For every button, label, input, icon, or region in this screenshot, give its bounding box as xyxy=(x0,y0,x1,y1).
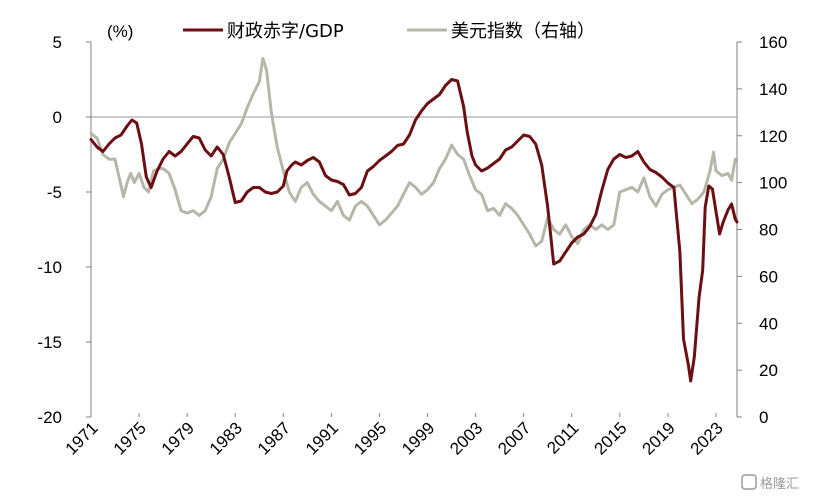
right-tick-label: 160 xyxy=(759,33,787,52)
right-tick-label: 140 xyxy=(759,80,787,99)
x-tick-label: 1999 xyxy=(398,418,438,458)
legend-label-deficit: 财政赤字/GDP xyxy=(227,21,344,42)
series-line-deficit xyxy=(89,78,739,383)
legend-label-dxy: 美元指数（右轴） xyxy=(451,21,595,42)
x-tick-label: 1991 xyxy=(302,418,342,458)
x-tick-label: 1971 xyxy=(62,418,102,458)
left-tick-label: -15 xyxy=(37,333,62,352)
x-tick-label: 2003 xyxy=(446,418,486,458)
x-tick-label: 1975 xyxy=(110,418,150,458)
watermark-logo-icon xyxy=(741,474,757,490)
left-tick-label: -5 xyxy=(47,183,62,202)
right-tick-label: 20 xyxy=(759,361,778,380)
right-tick-label: 40 xyxy=(759,314,778,333)
x-tick-label: 1979 xyxy=(158,418,198,458)
x-tick-label: 2019 xyxy=(639,418,679,458)
left-tick-label: -20 xyxy=(37,408,62,427)
series-line-dxy xyxy=(89,56,737,248)
x-tick-label: 1995 xyxy=(350,418,390,458)
x-tick-label: 2023 xyxy=(687,418,727,458)
x-tick-label: 1987 xyxy=(254,418,294,458)
left-tick-label: 5 xyxy=(53,33,62,52)
x-tick-label: 1983 xyxy=(206,418,246,458)
series-lines xyxy=(89,56,739,383)
right-tick-label: 0 xyxy=(759,408,768,427)
legend: 财政赤字/GDP 美元指数（右轴） xyxy=(183,21,595,42)
watermark-text: 格隆汇 xyxy=(760,476,799,492)
x-tick-label: 2015 xyxy=(590,418,630,458)
right-tick-label: 60 xyxy=(759,267,778,286)
x-tick-label: 2007 xyxy=(494,418,534,458)
left-tick-label: -10 xyxy=(37,258,62,277)
unit-label: (%) xyxy=(107,22,133,41)
watermark: 格隆汇 xyxy=(741,474,799,492)
right-tick-label: 100 xyxy=(759,174,787,193)
right-tick-label: 120 xyxy=(759,127,787,146)
x-tick-label: 2011 xyxy=(543,418,582,457)
right-tick-label: 80 xyxy=(759,221,778,240)
left-tick-label: 0 xyxy=(53,108,62,127)
axes xyxy=(86,41,742,418)
